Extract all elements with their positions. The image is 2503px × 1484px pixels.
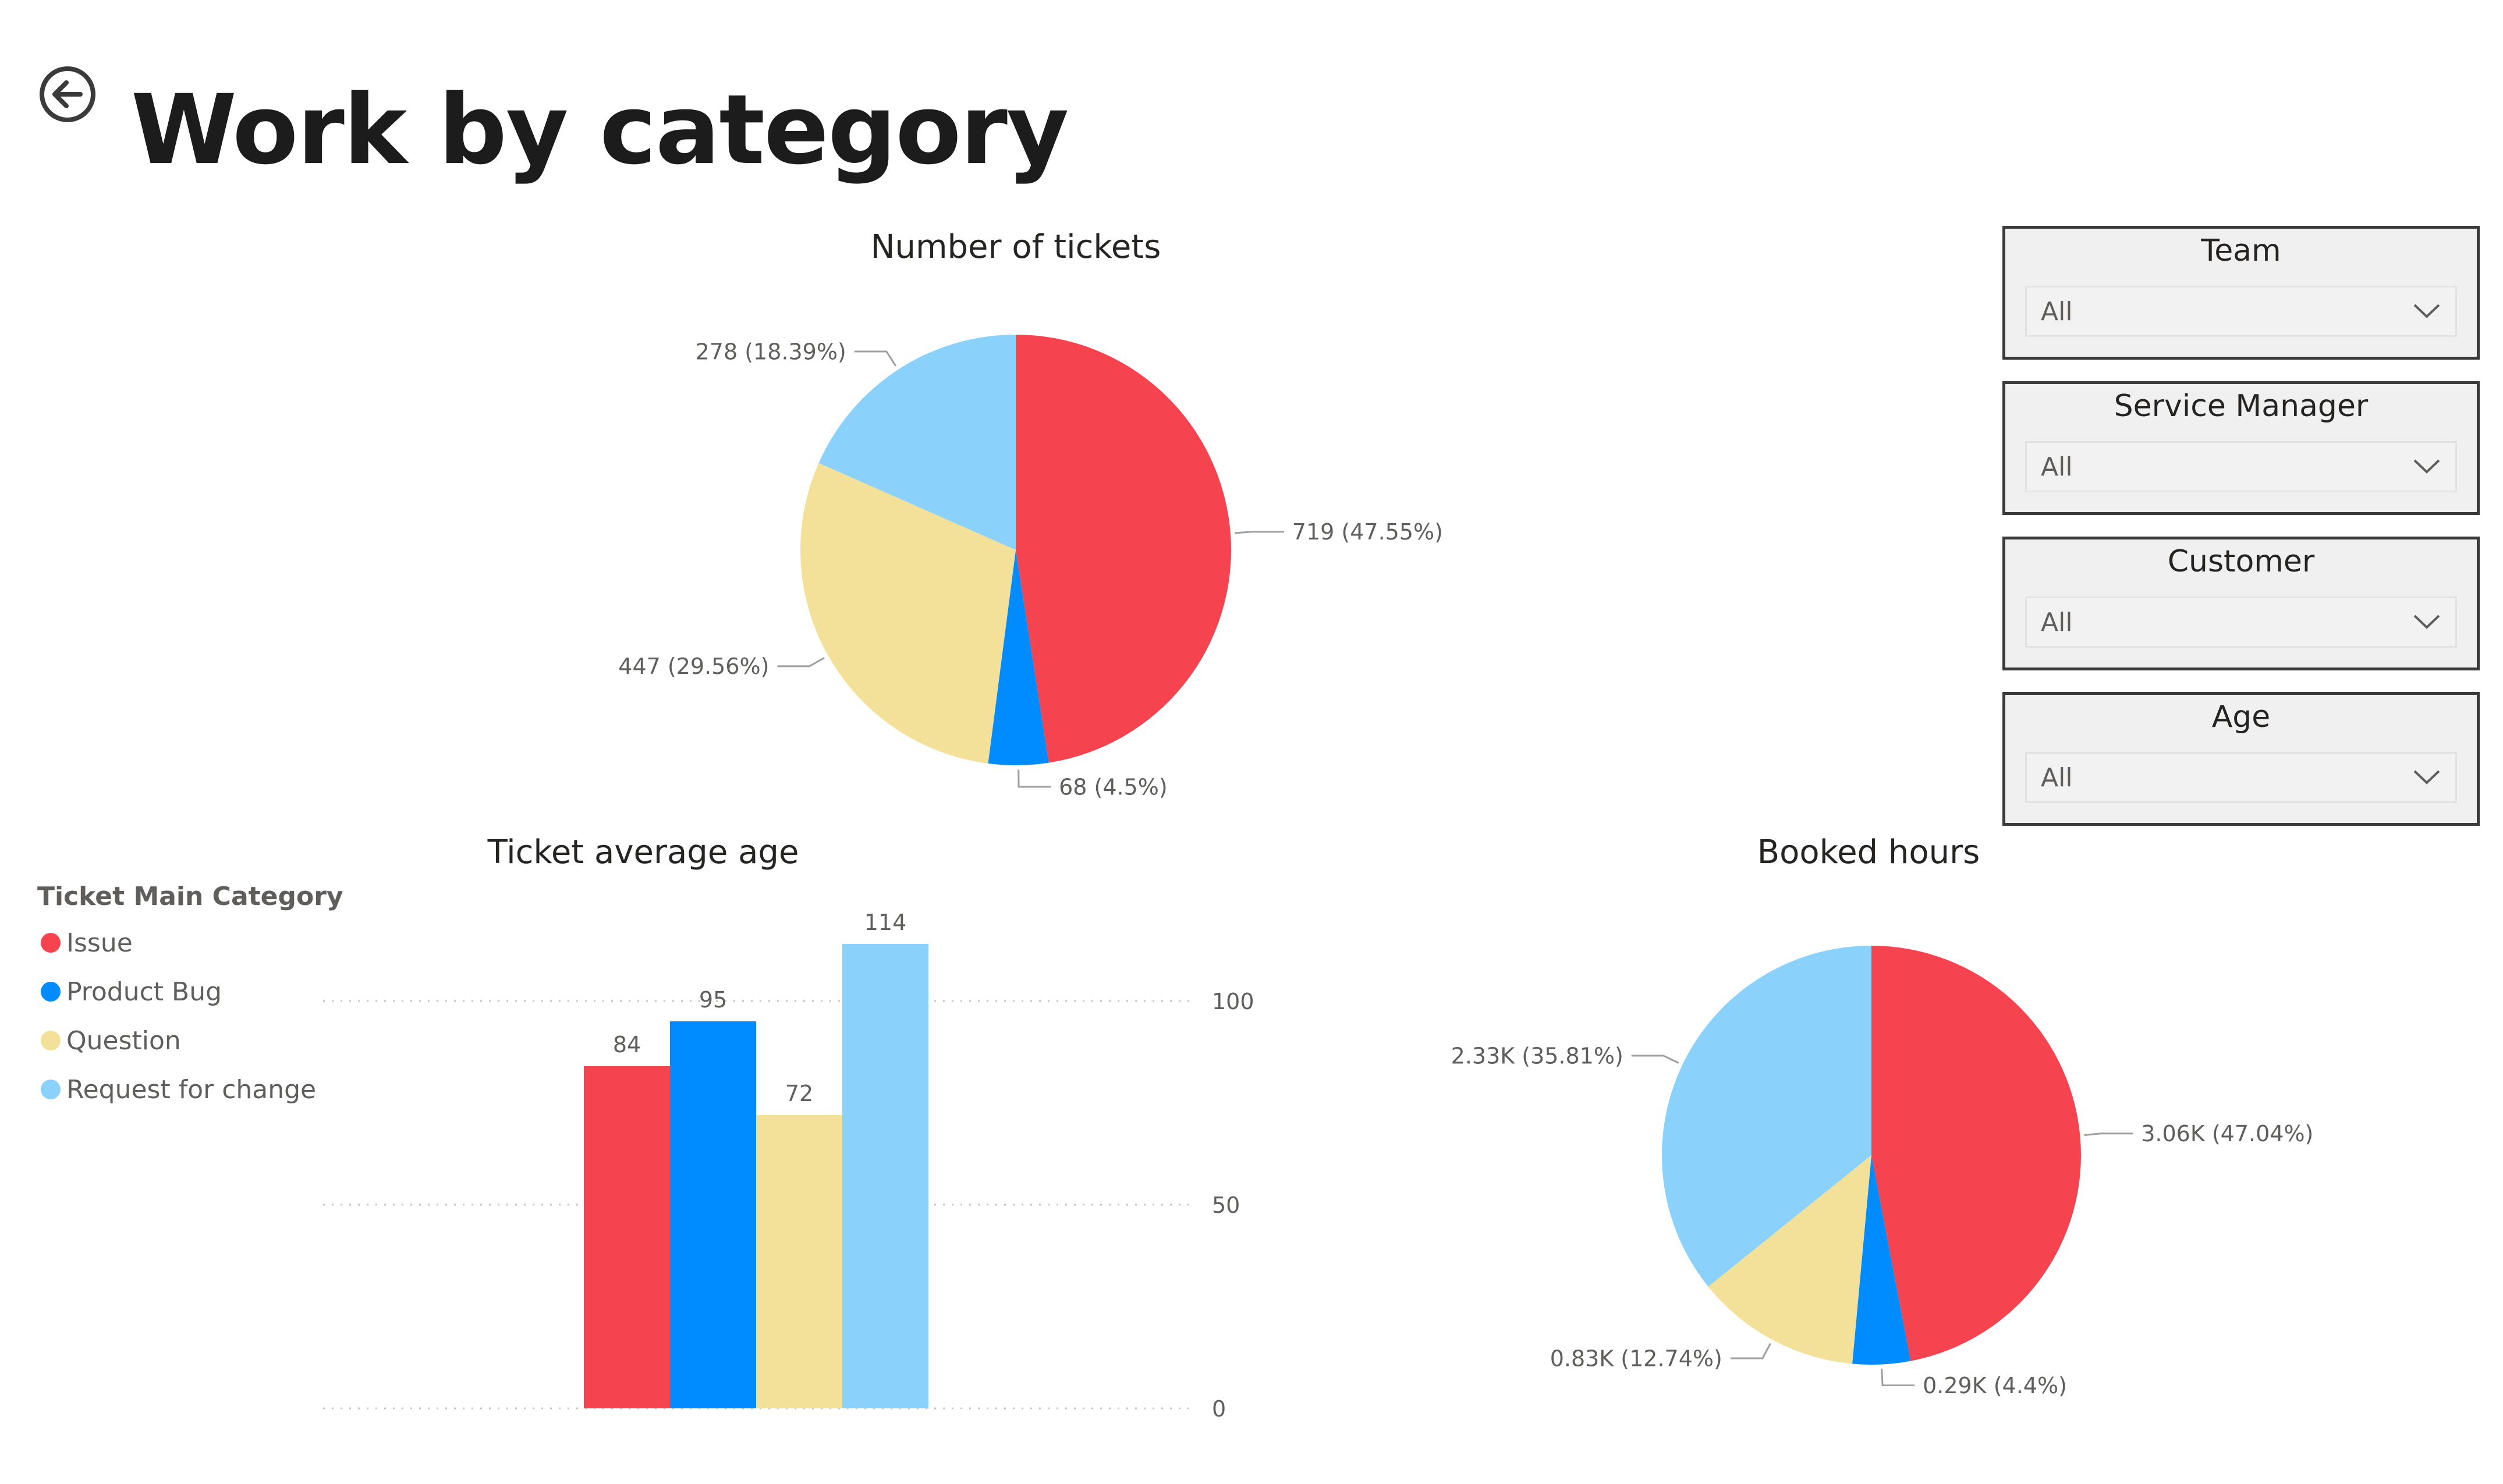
slicer-title: Customer — [2167, 544, 2315, 579]
age-bar-product-bug — [670, 1021, 756, 1408]
legend-item-product-bug[interactable]: Product Bug — [37, 967, 363, 1016]
legend-dot-product-bug — [41, 982, 61, 1002]
tickets-chart-title: Number of tickets — [870, 228, 1161, 266]
slicer-customer: Customer All — [2002, 537, 2480, 670]
service-manager-dropdown[interactable]: All — [2025, 441, 2457, 492]
slicer-title: Team — [2201, 233, 2281, 268]
chevron-down-icon — [2413, 459, 2440, 474]
hours-slice-product-bug — [1852, 1155, 1911, 1365]
chevron-down-icon — [2413, 304, 2440, 318]
hours-slice-request-for-change — [1662, 946, 1871, 1287]
legend-dot-request-for-change — [41, 1080, 61, 1099]
tickets-leader-product-bug — [1017, 769, 1051, 788]
legend-dot-issue — [41, 933, 61, 953]
hours-chart-title: Booked hours — [1757, 833, 1980, 871]
slicer-age: Age All — [2002, 692, 2480, 826]
age-bar-request-for-change — [842, 944, 928, 1408]
age-data-label-product-bug: 95 — [699, 987, 727, 1013]
slicer-service-manager: Service Manager All — [2002, 381, 2480, 515]
age-data-label-question: 72 — [785, 1081, 813, 1106]
age-ytick-label-100: 100 — [1212, 989, 1254, 1014]
legend-dot-question — [41, 1031, 61, 1050]
legend-label: Issue — [66, 928, 133, 958]
age-chart-title: Ticket average age — [487, 833, 799, 871]
hours-leader-request-for-change — [1631, 1055, 1679, 1064]
age-data-label-issue: 84 — [613, 1032, 641, 1057]
age-ytick-label-0: 0 — [1212, 1396, 1226, 1422]
tickets-slice-issue — [1016, 335, 1232, 763]
chevron-down-icon — [2413, 770, 2440, 784]
hours-slice-issue — [1871, 946, 2081, 1361]
customer-dropdown[interactable]: All — [2025, 597, 2457, 648]
tickets-data-label-issue: 719 (47.55%) — [1292, 519, 1443, 545]
age-data-label-request-for-change: 114 — [864, 910, 907, 935]
slicer-title: Service Manager — [2114, 389, 2369, 424]
tickets-leader-issue — [1235, 531, 1284, 534]
dropdown-value: All — [2041, 452, 2073, 482]
dropdown-value: All — [2041, 297, 2073, 326]
legend-item-question[interactable]: Question — [37, 1016, 363, 1065]
page-title: Work by category — [131, 74, 1069, 186]
chevron-down-icon — [2413, 615, 2440, 629]
tickets-data-label-request-for-change: 278 (18.39%) — [696, 339, 846, 364]
age-dropdown[interactable]: All — [2025, 752, 2457, 803]
legend-label: Product Bug — [66, 977, 222, 1007]
legend-item-request-for-change[interactable]: Request for change — [37, 1065, 363, 1114]
hours-slice-question — [1708, 1155, 1871, 1364]
legend-item-issue[interactable]: Issue — [37, 918, 363, 967]
dropdown-value: All — [2041, 763, 2073, 793]
legend-label: Question — [66, 1025, 181, 1056]
tickets-leader-question — [777, 656, 825, 668]
age-ytick-label-50: 50 — [1212, 1192, 1240, 1218]
tickets-slice-question — [800, 463, 1016, 764]
legend-title: Ticket Main Category — [37, 882, 343, 911]
tickets-data-label-product-bug: 68 (4.5%) — [1059, 774, 1168, 800]
tickets-data-label-question: 447 (29.56%) — [618, 654, 769, 679]
hours-data-label-issue: 3.06K (47.04%) — [2141, 1121, 2313, 1146]
dropdown-value: All — [2041, 608, 2073, 637]
hours-data-label-request-for-change: 2.33K (35.81%) — [1451, 1043, 1623, 1068]
hours-data-label-product-bug: 0.29K (4.4%) — [1923, 1373, 2067, 1398]
slicer-title: Age — [2211, 700, 2271, 734]
hours-leader-issue — [2084, 1132, 2133, 1136]
tickets-slice-product-bug — [988, 550, 1049, 766]
category-legend: Ticket Main Category Issue Product Bug Q… — [37, 882, 363, 1114]
legend-label: Request for change — [66, 1074, 317, 1105]
slicer-team: Team All — [2002, 226, 2480, 360]
back-arrow-icon[interactable] — [37, 64, 98, 125]
tickets-leader-request-for-change — [854, 350, 897, 367]
hours-leader-question — [1730, 1343, 1771, 1359]
age-bar-issue — [584, 1066, 670, 1408]
hours-data-label-question: 0.83K (12.74%) — [1550, 1345, 1722, 1371]
team-dropdown[interactable]: All — [2025, 286, 2457, 337]
age-bar-question — [756, 1115, 842, 1408]
tickets-slice-request-for-change — [818, 335, 1016, 550]
hours-leader-product-bug — [1881, 1368, 1915, 1387]
